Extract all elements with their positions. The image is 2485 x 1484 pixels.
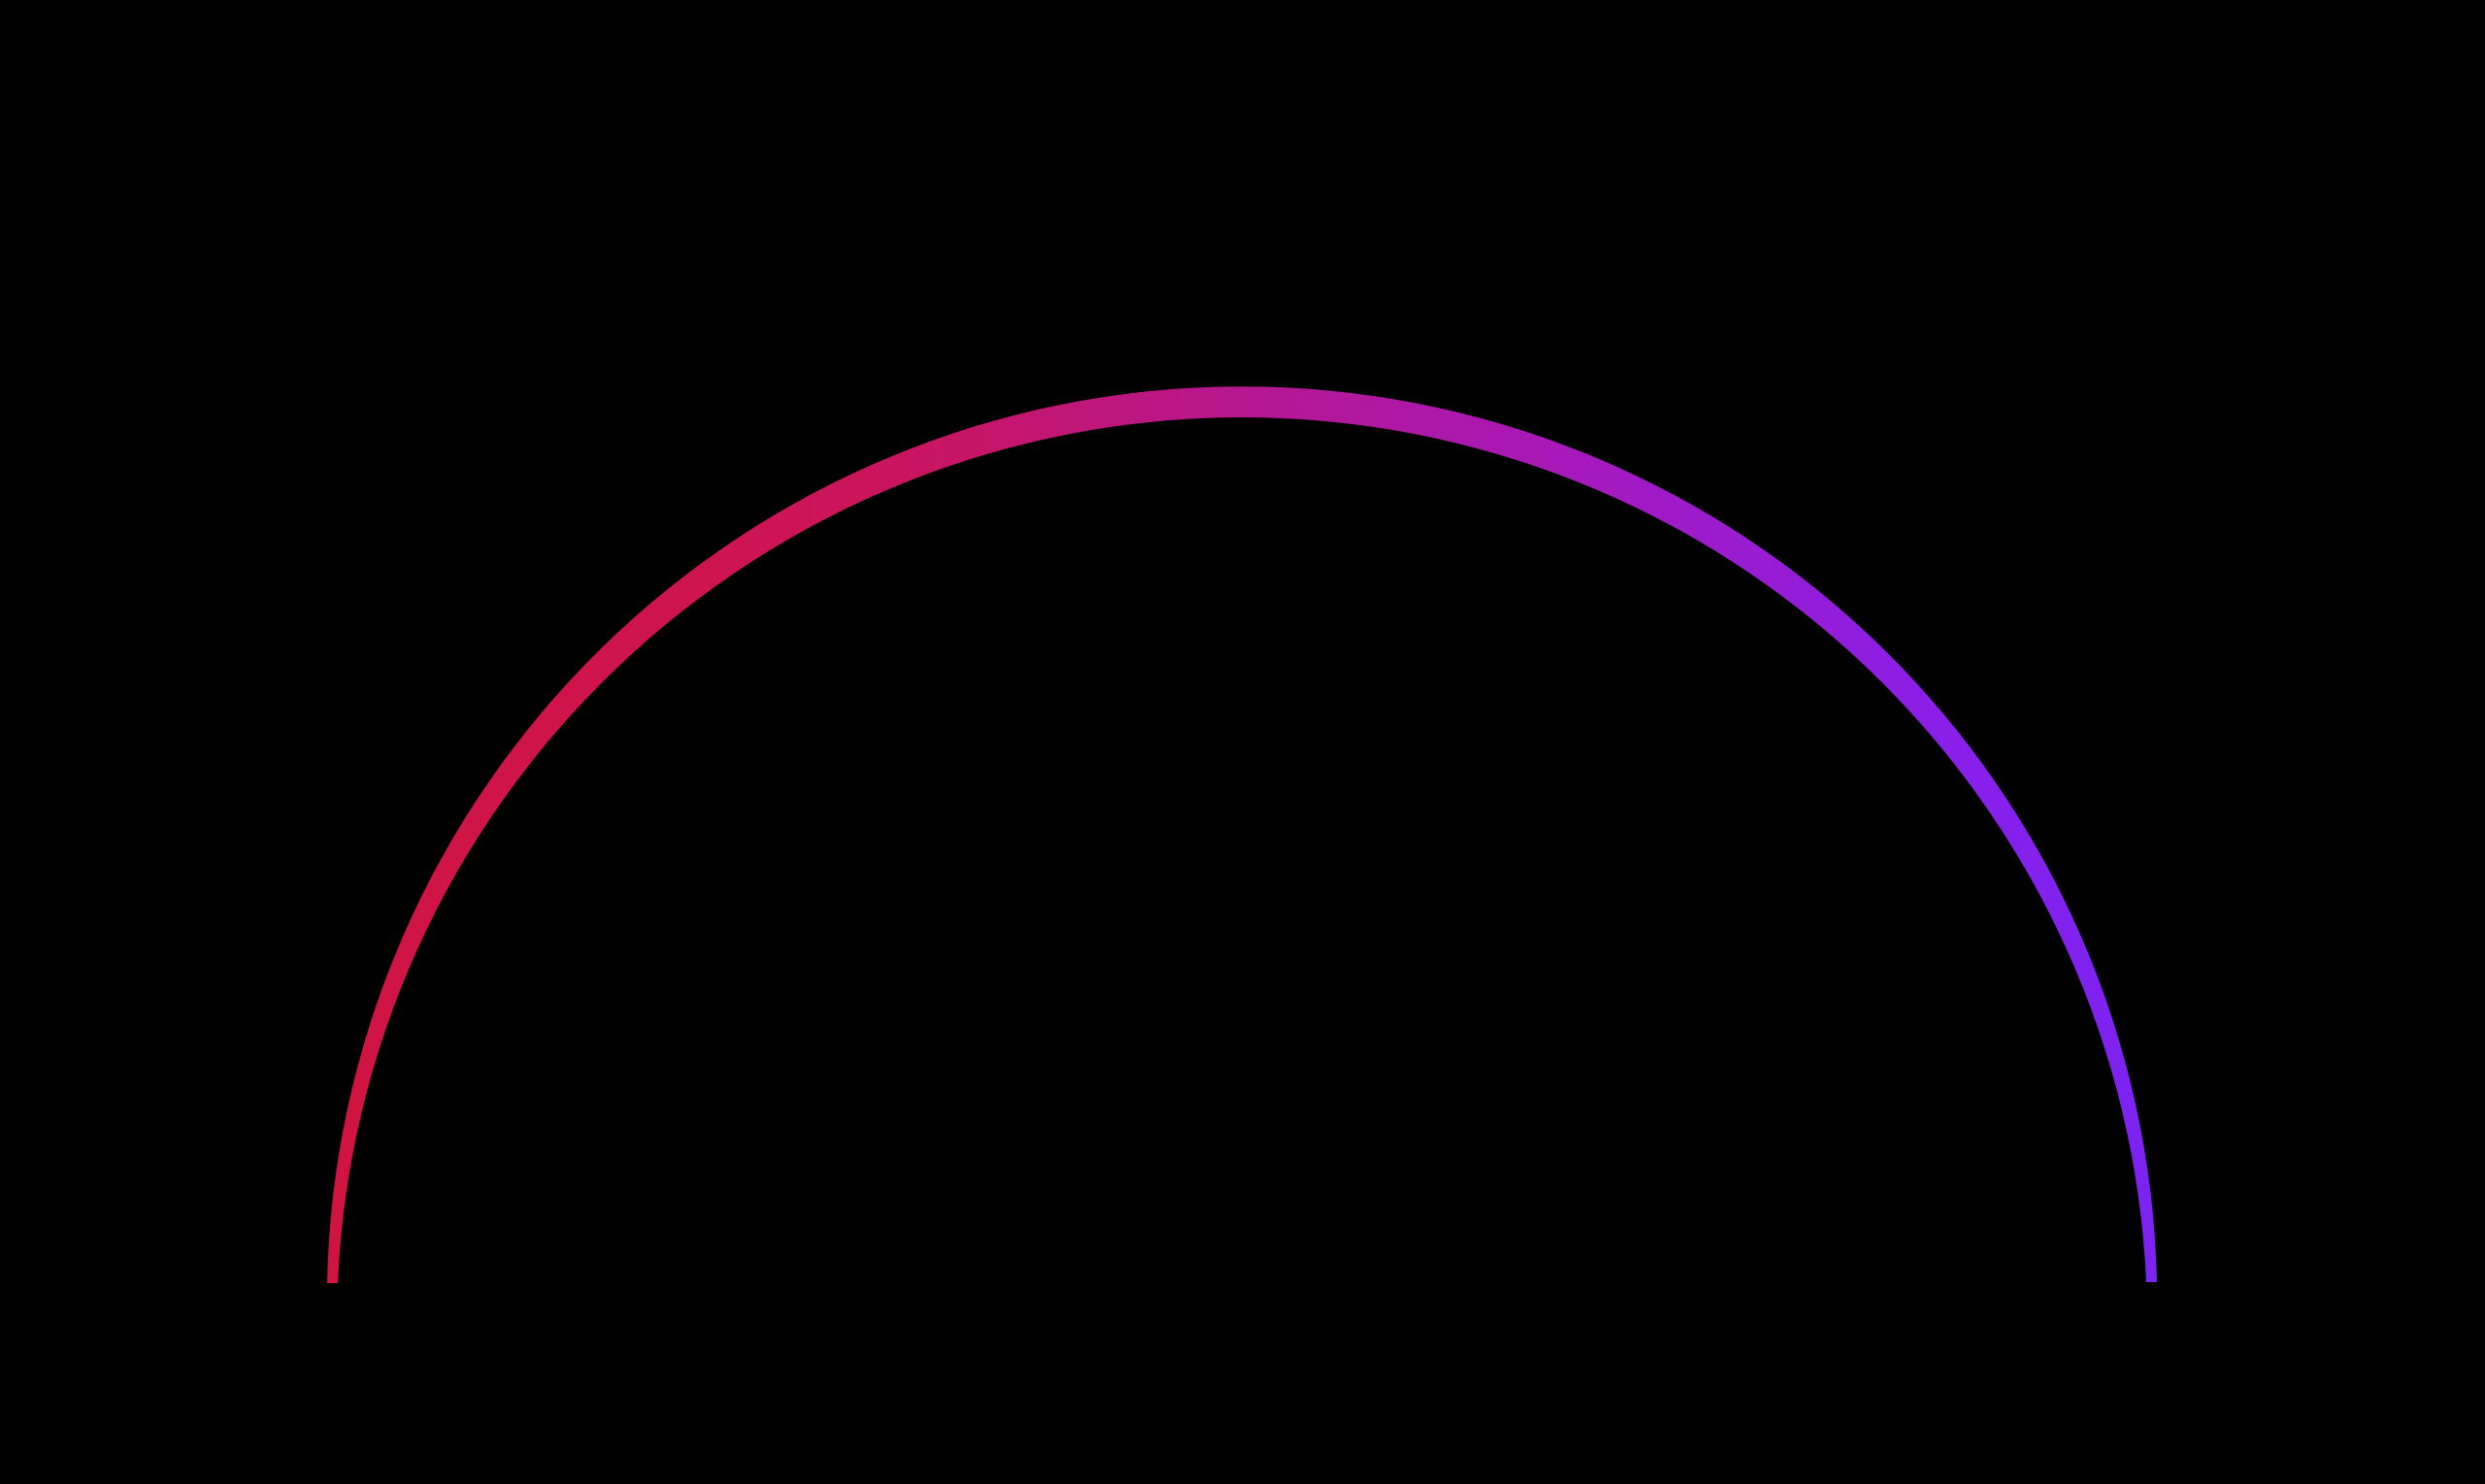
gradient-arc	[327, 386, 2157, 1284]
